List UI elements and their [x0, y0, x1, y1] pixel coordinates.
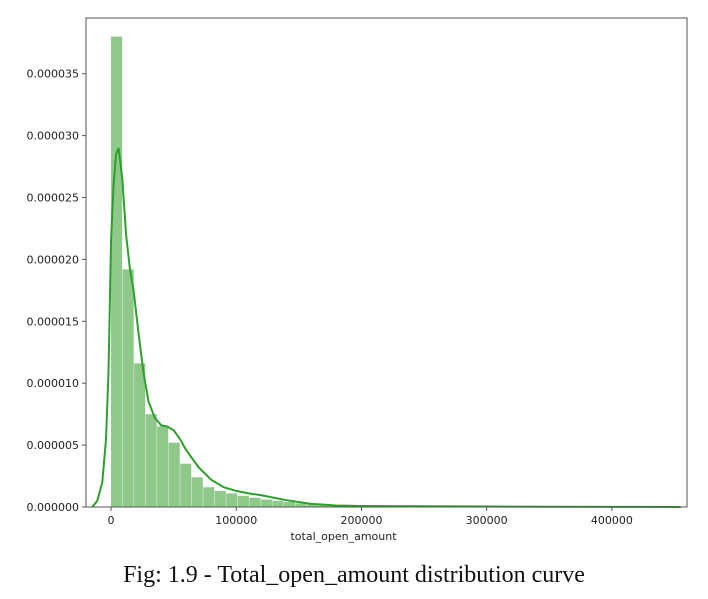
kde-curve-line: [91, 147, 681, 508]
histogram-bar: [260, 499, 272, 507]
histogram-bar: [111, 36, 123, 508]
y-tick-label: 0.000005: [27, 439, 80, 452]
histogram-bar: [168, 442, 180, 507]
histogram-bar: [134, 363, 146, 507]
histogram-bar: [214, 490, 226, 507]
y-axis-ticks: 0.000000 0.000005 0.000010 0.000015 0.000020…: [27, 68, 86, 514]
x-axis-label: total_open_amount: [290, 530, 397, 543]
histogram-bar: [122, 269, 134, 507]
x-tick-label: 100000: [215, 514, 257, 527]
y-tick-label: 0.000030: [27, 130, 80, 143]
histogram-bar: [157, 426, 169, 507]
figure-caption: Fig: 1.9 - Total_open_amount distributio…: [123, 562, 585, 588]
histogram-bar: [203, 487, 215, 507]
x-tick-label: 300000: [466, 514, 508, 527]
histogram-bar: [145, 414, 157, 507]
histogram-bar: [191, 477, 203, 507]
y-tick-label: 0.000025: [27, 192, 80, 205]
histogram-bar: [226, 493, 238, 507]
y-tick-label: 0.000000: [27, 501, 80, 514]
histogram-bar: [272, 500, 284, 507]
y-tick-label: 0.000035: [27, 68, 80, 81]
y-tick-label: 0.000015: [27, 315, 80, 328]
y-tick-label: 0.000010: [27, 377, 80, 390]
distribution-chart: 0 100000 200000 300000 400000 0.0000000.0000…: [27, 17, 688, 543]
x-axis-ticks: 0 100000 200000 300000 400000: [108, 507, 633, 527]
histogram-bar: [283, 502, 295, 507]
y-tick-label: 0.000020: [27, 253, 80, 266]
histogram-bar: [180, 463, 192, 507]
x-tick-label: 0: [108, 514, 115, 527]
histogram-bar: [237, 495, 249, 507]
plot-area-frame: [85, 17, 688, 508]
histogram-bars: [111, 36, 687, 508]
x-tick-label: 200000: [340, 514, 382, 527]
histogram-bar: [295, 503, 307, 507]
histogram-bar: [249, 497, 261, 507]
x-tick-label: 400000: [591, 514, 633, 527]
histogram-bar: [318, 504, 330, 507]
histogram-bar: [306, 504, 318, 507]
